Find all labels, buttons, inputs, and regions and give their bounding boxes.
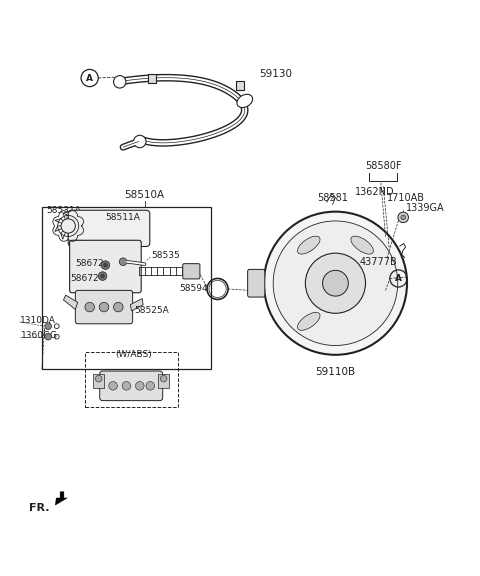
Text: 58580F: 58580F — [365, 161, 401, 171]
Circle shape — [160, 376, 167, 382]
Text: 59130: 59130 — [259, 69, 292, 79]
Bar — [42, 207, 211, 369]
Ellipse shape — [351, 236, 373, 254]
Circle shape — [85, 302, 95, 312]
Ellipse shape — [298, 312, 320, 330]
Text: 58672: 58672 — [71, 274, 99, 283]
Polygon shape — [130, 298, 143, 311]
FancyBboxPatch shape — [248, 270, 265, 297]
Text: 58510A: 58510A — [124, 190, 165, 200]
Circle shape — [398, 212, 408, 222]
Text: A: A — [395, 274, 402, 283]
Circle shape — [264, 211, 407, 355]
Circle shape — [101, 261, 110, 270]
Text: 1710AB: 1710AB — [387, 192, 425, 203]
Circle shape — [45, 334, 51, 340]
Text: 1360GG: 1360GG — [21, 331, 58, 340]
Text: 58535: 58535 — [152, 251, 180, 260]
FancyBboxPatch shape — [183, 264, 200, 279]
Circle shape — [99, 302, 109, 312]
Circle shape — [146, 381, 155, 390]
Bar — [148, 74, 156, 84]
Text: A: A — [86, 74, 93, 82]
Circle shape — [323, 270, 348, 296]
Circle shape — [114, 302, 123, 312]
Circle shape — [401, 215, 406, 220]
Circle shape — [45, 323, 51, 329]
FancyBboxPatch shape — [75, 290, 132, 324]
Text: (W/ABS): (W/ABS) — [115, 350, 152, 359]
Circle shape — [100, 274, 105, 278]
Circle shape — [103, 263, 108, 267]
FancyBboxPatch shape — [68, 210, 150, 247]
Bar — [74, 240, 86, 252]
Circle shape — [96, 376, 102, 382]
Text: 58581: 58581 — [317, 192, 348, 203]
Text: 1362ND: 1362ND — [355, 187, 395, 197]
Circle shape — [133, 135, 146, 147]
Bar — [85, 353, 178, 407]
Circle shape — [61, 219, 75, 233]
Circle shape — [109, 381, 117, 390]
Text: 58525A: 58525A — [134, 306, 169, 316]
Circle shape — [114, 75, 126, 88]
Bar — [93, 374, 105, 388]
Circle shape — [122, 381, 131, 390]
Circle shape — [98, 272, 107, 281]
Bar — [236, 81, 244, 90]
Circle shape — [273, 221, 398, 346]
Text: 59110B: 59110B — [315, 367, 356, 377]
Circle shape — [135, 381, 144, 390]
Circle shape — [305, 253, 365, 313]
Text: 1310DA: 1310DA — [20, 316, 55, 325]
Text: 1339GA: 1339GA — [406, 203, 444, 213]
Ellipse shape — [237, 94, 252, 108]
Text: FR.: FR. — [29, 502, 49, 513]
Text: 58531A: 58531A — [47, 206, 82, 215]
FancyBboxPatch shape — [100, 371, 163, 401]
Text: 58511A: 58511A — [106, 213, 140, 222]
FancyBboxPatch shape — [70, 240, 141, 293]
Polygon shape — [63, 295, 78, 309]
Bar — [158, 374, 169, 388]
Text: 43777B: 43777B — [360, 257, 397, 267]
Polygon shape — [55, 492, 67, 505]
Text: 58594: 58594 — [179, 285, 207, 293]
Ellipse shape — [298, 236, 320, 254]
Circle shape — [119, 258, 127, 266]
Text: 58672: 58672 — [75, 259, 104, 268]
